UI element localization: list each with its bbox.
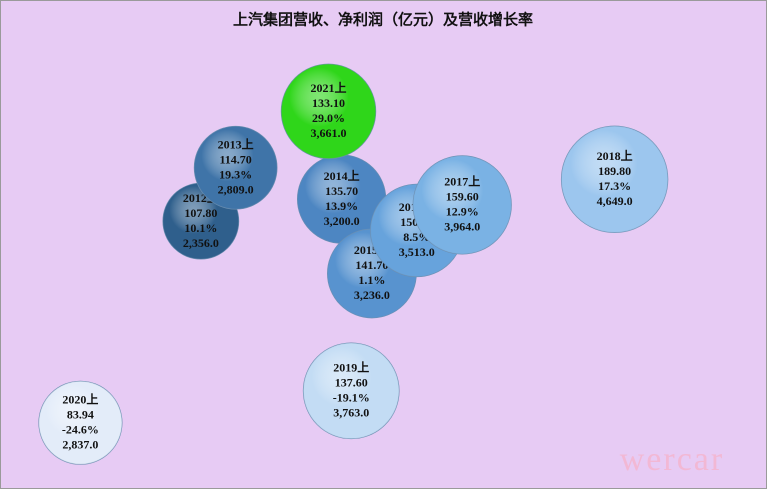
value-label: 10.1% [184,221,217,235]
bubble-category-label: 2014上 [324,168,360,183]
x-value-label: 141.70 [355,258,388,272]
size-label: 3,763.0 [333,406,369,420]
bubble-shine [413,155,512,254]
bubble-shine [303,342,400,439]
x-value-label: 189.80 [598,164,631,178]
bubble-category-label: 2019上 [333,360,369,375]
x-value-label: 83.94 [67,408,94,422]
x-value-label: 159.60 [446,190,479,204]
size-label: 3,661.0 [310,126,346,140]
size-label: 2,356.0 [183,236,219,250]
value-label: 19.3% [219,167,252,181]
chart-title: 上汽集团营收、净利润（亿元）及营收增长率 [233,11,533,29]
size-label: 3,200.0 [324,214,360,228]
size-label: 2,837.0 [62,438,98,452]
value-label: 13.9% [325,199,358,213]
bubble-shine [297,154,386,244]
bubble-category-label: 2021上 [310,80,346,95]
bubble-shine [281,64,376,159]
x-value-label: 135.70 [325,184,358,198]
bubble-category-label: 2013上 [218,136,254,151]
value-label: 1.1% [358,273,385,287]
bubble-category-label: 2020上 [62,392,98,407]
x-value-label: 133.10 [312,96,345,110]
value-label: -19.1% [333,391,370,405]
x-value-label: 137.60 [335,376,368,390]
bubble-category-label: 2017上 [444,174,480,189]
value-label: 29.0% [312,111,345,125]
size-label: 3,236.0 [354,288,390,302]
size-label: 2,809.0 [218,182,254,196]
size-label: 3,513.0 [399,245,435,259]
value-label: 17.3% [598,179,631,193]
x-value-label: 107.80 [184,206,217,220]
bubble-shine [194,126,277,210]
watermark: wercar [620,441,724,478]
bubble-shine [561,126,668,233]
bubble-category-label: 2018上 [597,148,633,163]
size-label: 4,649.0 [597,194,633,208]
x-value-label: 114.70 [219,152,251,166]
size-label: 3,964.0 [444,220,480,234]
bubble-shine [38,381,122,465]
value-label: -24.6% [62,423,99,437]
value-label: 12.9% [446,205,479,219]
